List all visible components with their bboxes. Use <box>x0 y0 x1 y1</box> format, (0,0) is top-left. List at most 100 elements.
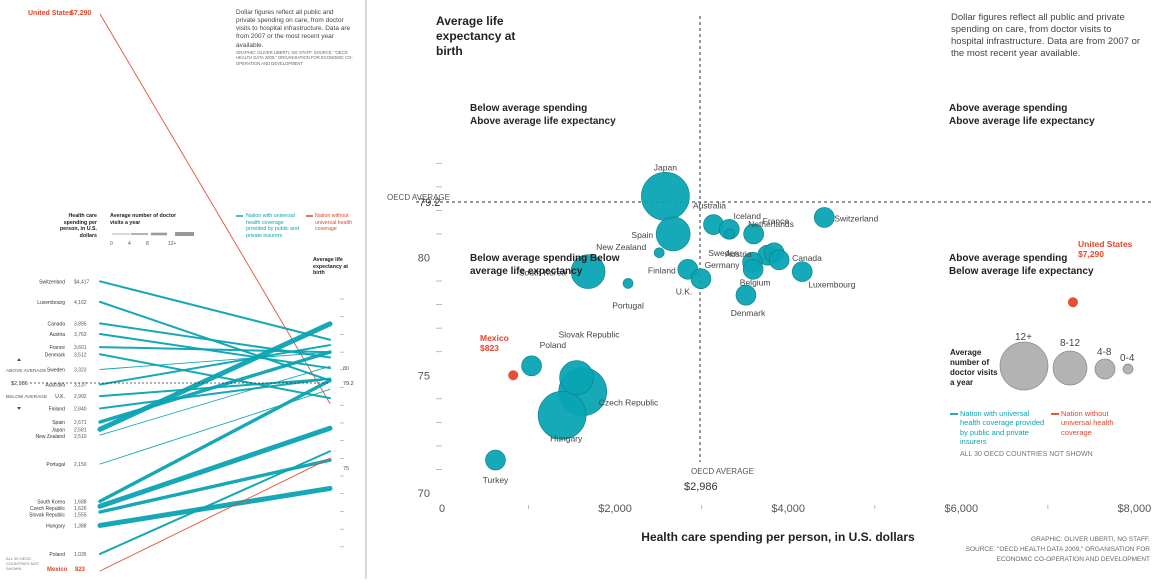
slope-country-portugal: Portugal <box>46 462 65 468</box>
slope-value-portugal: 2,150 <box>74 462 87 468</box>
slope-mexico-label: Mexico <box>47 567 68 573</box>
bubble-label-u-k: U.K. <box>676 287 693 297</box>
slope-line-new-zealand <box>99 365 331 436</box>
scatter-credit-1: GRAPHIC: OLIVER UBERTI, NG STAFF. <box>1031 536 1150 543</box>
above-arrow-icon <box>17 358 21 361</box>
oecd-y-value: 79.2 <box>419 197 440 209</box>
bubble-mexico <box>508 370 519 381</box>
size-legend-label-4-8: 4-8 <box>1097 347 1112 358</box>
bubble-label-germany: Germany <box>705 260 741 270</box>
slope-value-hungary: 1,388 <box>74 523 87 529</box>
bubble-label-portugal: Portugal <box>612 300 644 310</box>
bubble-label-spain: Spain <box>631 230 653 240</box>
visits-scale-0: 0 <box>110 241 113 247</box>
slope-credit: GRAPHIC: OLIVER UBERTI, NG STAFF. SOURCE… <box>236 50 353 66</box>
slope-country-australia: Australia <box>46 382 66 388</box>
size-legend-label-0-4: 0-4 <box>1120 353 1135 364</box>
oecd-y-label: OECD AVERAGE <box>387 193 450 202</box>
slope-country-spain: Spain <box>52 420 65 426</box>
bubble-label-japan: Japan <box>654 162 677 172</box>
bubble-switzerland <box>813 207 835 228</box>
bubble-spain <box>655 216 691 252</box>
x-tick-label: $2,000 <box>598 503 632 515</box>
slope-us-value: $7,290 <box>70 10 92 17</box>
x-tick-label: $8,000 <box>1118 503 1152 515</box>
size-legend-8-12 <box>1052 350 1088 386</box>
bubble-label-new-zealand: New Zealand <box>596 242 646 252</box>
y-axis-ticks: 70 75 80 <box>418 162 442 500</box>
size-legend-label-8-12: 8-12 <box>1060 338 1080 349</box>
bubble-belgium <box>742 258 764 280</box>
scatter-mexico-label: Mexico <box>480 333 509 343</box>
bubble-label-austria: Austria <box>725 249 752 259</box>
bubble-new-zealand <box>653 247 665 259</box>
bubble-label-belgium: Belgium <box>740 277 771 287</box>
size-legend-4-8 <box>1094 358 1116 380</box>
slope-value-sweden: 3,323 <box>74 368 87 374</box>
quadrant-bottom-left: Below average spending Below average lif… <box>470 253 620 277</box>
oecd-x-value: $2,986 <box>684 481 718 493</box>
bubble-label-iceland: Iceland <box>734 211 762 221</box>
slope-country-luxembourg: Luxembourg <box>37 300 65 306</box>
slope-value-spain: 2,671 <box>74 420 87 426</box>
bubble-sweden <box>724 228 735 240</box>
slope-country-u-k: U.K. <box>55 394 65 400</box>
slope-value-austria: 3,763 <box>74 332 87 338</box>
slope-value-luxembourg: 4,162 <box>74 300 87 306</box>
bubble-label-france: France <box>763 216 790 226</box>
bubble-scatter-chart: 0 $2,000 $4,000 $6,000 $8,000 70 75 80 Japan Cz… <box>387 16 1151 515</box>
slope-line-united-states <box>99 13 331 404</box>
bubble-denmark <box>735 284 757 306</box>
scatter-credit-3: ECONOMIC CO-OPERATION AND DEVELOPMENT <box>996 556 1150 563</box>
bubble-labels: Japan Czech Republic Hungary Spain South Kor… <box>483 162 879 485</box>
x-axis-ticks: 0 $2,000 $4,000 $6,000 $8,000 <box>439 503 1151 515</box>
slope-value-france: 3,601 <box>74 345 87 351</box>
bubble-label-australia: Australia <box>693 201 726 211</box>
scatter-us-value: $7,290 <box>1078 249 1104 259</box>
scatter-axes <box>416 16 1151 462</box>
slope-country-canada: Canada <box>47 321 65 327</box>
y-tick-label: 80 <box>418 253 430 265</box>
bubble-label-luxembourg: Luxembourg <box>808 280 856 290</box>
scatter-note: Dollar figures reflect all public and pr… <box>951 12 1141 59</box>
slope-visits-header: Average number of doctor visits a year <box>110 213 177 226</box>
slope-value-new-zealand: 2,510 <box>74 434 87 440</box>
bubble-poland <box>521 355 542 377</box>
slope-line-australia <box>99 344 331 386</box>
y-axis-title: Average life expectancy at birth <box>436 14 516 58</box>
visits-scale-4: 4 <box>128 241 131 247</box>
bubble-label-hungary: Hungary <box>550 433 583 443</box>
scatter-us-label: United States <box>1078 239 1133 249</box>
slope-value-switzerland: $4,417 <box>74 279 90 285</box>
visits-scale-8: 8 <box>146 241 149 247</box>
slope-country-france: France <box>49 345 65 351</box>
bubble-label-canada: Canada <box>792 253 822 263</box>
x-tick-label: $4,000 <box>771 503 805 515</box>
slope-value-slovak-republic: 1,555 <box>74 512 87 518</box>
slope-lines <box>97 13 333 572</box>
bubble-portugal <box>622 278 634 289</box>
slope-legend-universal: Nation with universal health coverage pr… <box>246 213 300 239</box>
quadrant-bottom-right: Above average spending Below average lif… <box>949 253 1094 277</box>
slope-line-south-korea <box>98 378 332 503</box>
slope-value-australia: 3,137 <box>74 382 87 388</box>
bubbles <box>485 171 1078 471</box>
bubble-label-poland: Poland <box>540 340 567 350</box>
bubble-canada <box>768 249 790 271</box>
slope-country-slovak-republic: Slovak Republic <box>29 512 65 518</box>
slope-country-japan: Japan <box>51 427 65 433</box>
slope-life-header: Average life expectancy at birth <box>313 257 349 277</box>
bubble-hungary <box>537 390 587 440</box>
bubble-japan <box>641 171 690 221</box>
slope-us-label: United States <box>28 10 73 17</box>
slope-country-switzerland: Switzerland <box>39 279 65 285</box>
visits-scale-12: 12+ <box>168 241 177 247</box>
slope-value-u-k: 2,992 <box>74 394 87 400</box>
scatter-credit-2: SOURCE: "OECD HEALTH DATA 2009," ORGANIS… <box>965 546 1150 553</box>
slope-spending-header: Health care spending per person, in U.S.… <box>59 213 97 239</box>
panel-divider <box>365 0 367 579</box>
slope-line-czech-republic <box>97 425 333 509</box>
slope-note: Dollar figures reflect all public and pr… <box>236 9 351 49</box>
slope-line-mexico <box>99 457 331 572</box>
